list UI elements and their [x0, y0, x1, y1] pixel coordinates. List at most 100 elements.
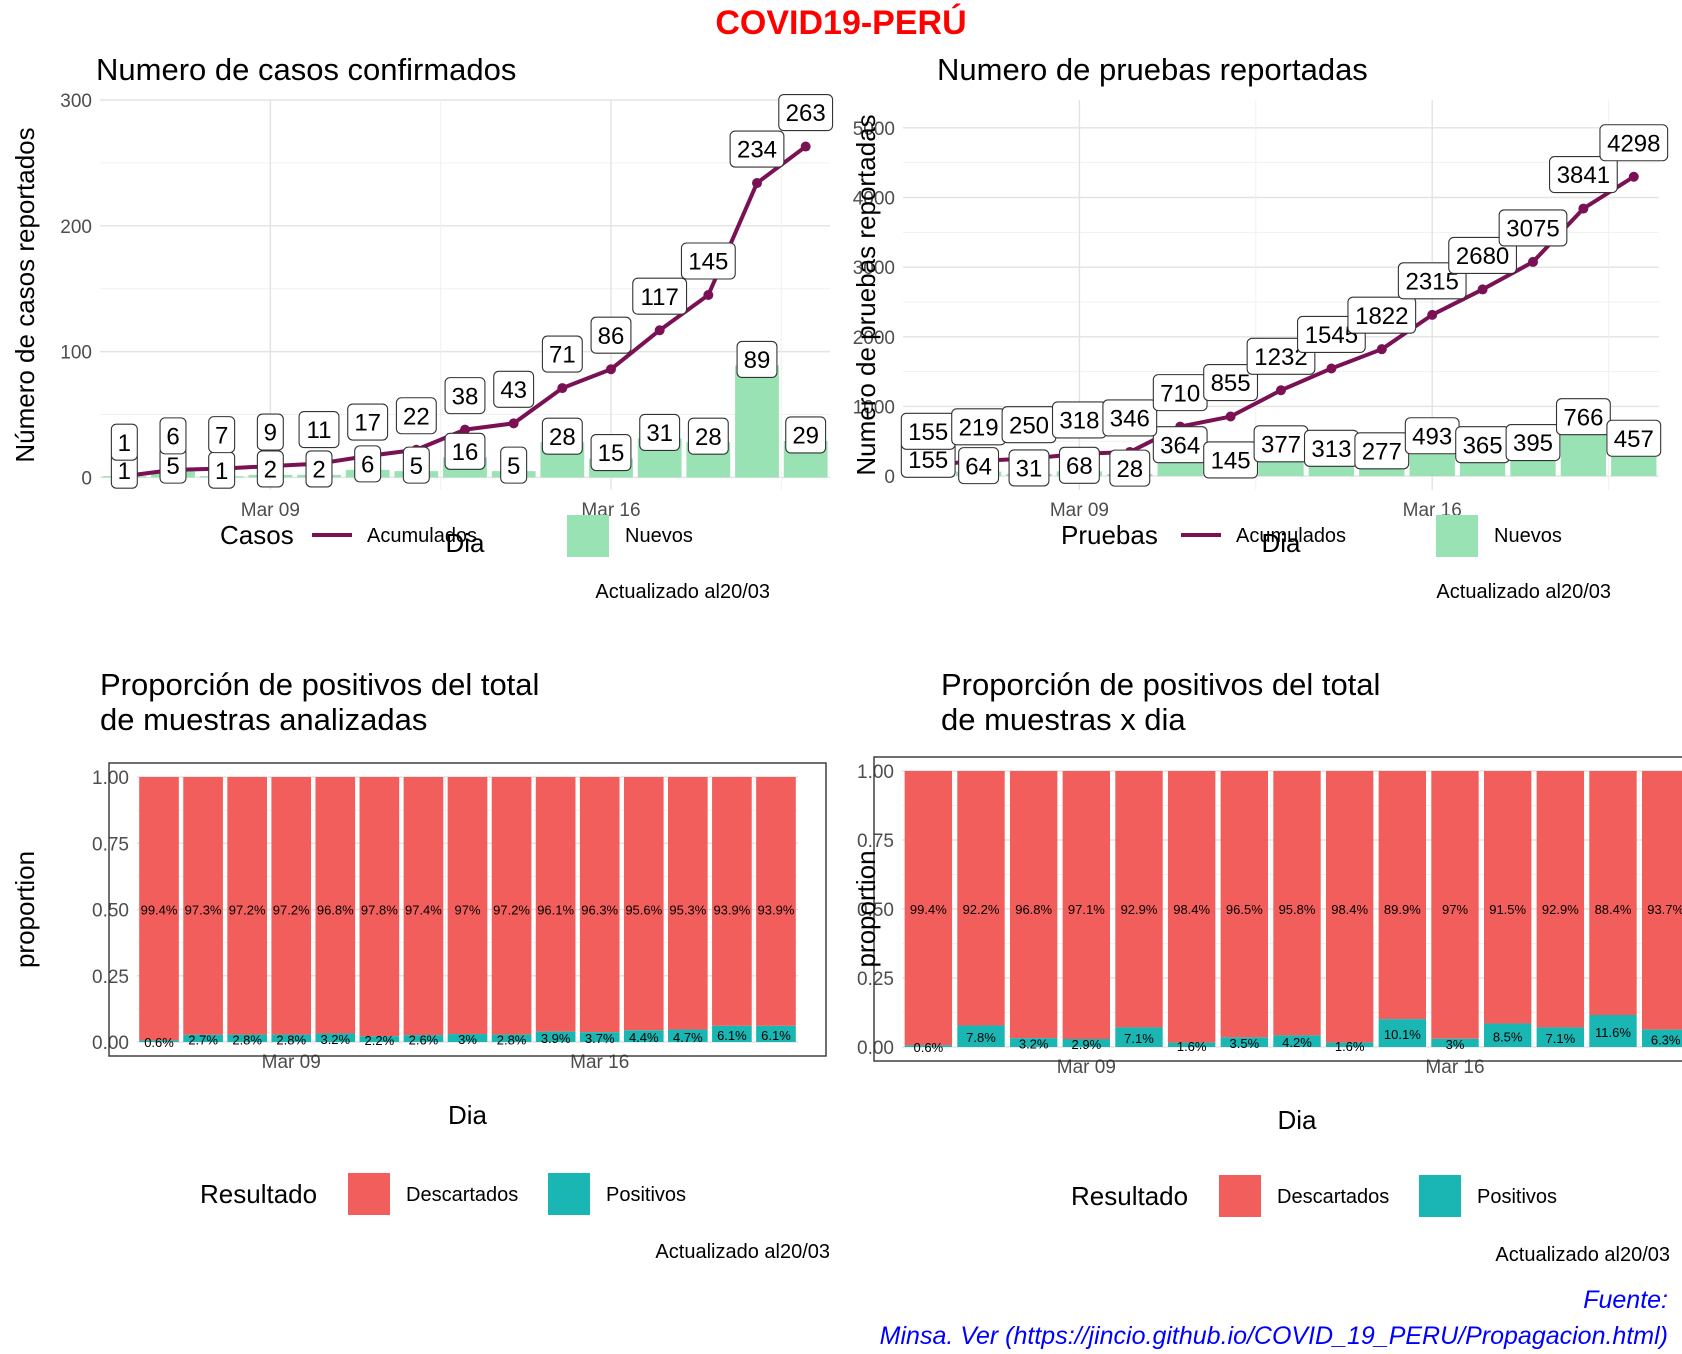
label-descartados: 96.3%	[581, 903, 618, 918]
label-nuevos: 395	[1513, 430, 1553, 457]
label-acumulados-box	[1448, 236, 1517, 274]
point-acumulados	[1326, 363, 1337, 374]
bar-descartados	[668, 777, 708, 1030]
label-acumulados-box	[347, 403, 389, 441]
legend-key-descartados	[1219, 1175, 1261, 1217]
y-tick-label: 0.50	[92, 901, 129, 922]
chart-title: de muestras analizadas	[100, 702, 427, 737]
label-acumulados-box	[1599, 124, 1669, 162]
label-positivos: 3.9%	[541, 1031, 571, 1046]
bar-descartados	[403, 777, 444, 1036]
y-axis-title: Numero de pruebas reportadas	[851, 114, 881, 475]
bar-positivos	[315, 1033, 356, 1042]
bar-positivos	[1325, 1042, 1374, 1047]
legend-title: Casos	[220, 520, 294, 550]
bar-descartados	[904, 771, 953, 1046]
legend-title: Resultado	[200, 1179, 317, 1209]
label-positivos: 3.2%	[320, 1032, 350, 1047]
legend-label-acumulados: Acumulados	[367, 525, 477, 547]
label-positivos: 3.7%	[585, 1031, 615, 1046]
legend: Resultado Descartados Positivos	[1071, 1175, 1557, 1217]
label-nuevos: 766	[1563, 404, 1603, 431]
label-nuevos: 145	[1211, 448, 1251, 475]
label-descartados: 97.1%	[1068, 902, 1105, 917]
bar-positivos	[359, 1036, 400, 1042]
label-nuevos: 5	[410, 453, 423, 480]
bar-positivos	[271, 1034, 312, 1042]
legend-key-nuevos	[1436, 515, 1478, 557]
label-acumulados: 117	[641, 284, 679, 311]
label-acumulados-box	[256, 413, 284, 451]
label-acumulados-box	[1203, 363, 1259, 402]
label-positivos: 10.1%	[1384, 1027, 1421, 1042]
label-nuevos-box	[1058, 446, 1100, 484]
label-acumulados: 4298	[1607, 130, 1660, 157]
bar-descartados	[359, 777, 400, 1037]
bar-descartados	[756, 777, 796, 1026]
label-positivos: 1.6%	[1177, 1039, 1207, 1054]
label-acumulados: 3841	[1557, 162, 1610, 189]
label-acumulados: 38	[452, 383, 479, 410]
legend-key-positivos	[548, 1173, 590, 1215]
bar-descartados	[1431, 771, 1479, 1039]
bar-positivos	[1220, 1037, 1269, 1047]
label-nuevos: 28	[695, 424, 722, 451]
label-descartados: 97%	[1442, 902, 1468, 917]
bar-positivos	[1536, 1027, 1585, 1047]
legend: Pruebas Acumulados Nuevos	[1061, 515, 1562, 557]
label-nuevos: 5	[166, 453, 179, 480]
label-positivos: 4.2%	[1282, 1035, 1312, 1050]
label-nuevos: 365	[1463, 432, 1503, 459]
label-acumulados: 263	[786, 100, 826, 127]
label-positivos: 2.8%	[497, 1032, 527, 1047]
legend-label-acumulados: Acumulados	[1236, 525, 1346, 547]
label-acumulados-box	[1397, 262, 1467, 300]
label-acumulados-box	[778, 93, 834, 132]
label-positivos: 11.6%	[1595, 1025, 1631, 1040]
label-positivos: 3%	[1446, 1037, 1465, 1052]
label-descartados: 99.4%	[141, 903, 178, 918]
label-nuevos: 28	[549, 424, 576, 451]
label-acumulados-box	[298, 411, 340, 449]
y-tick-label: 200	[60, 217, 92, 238]
x-tick-label: Mar 16	[1425, 1057, 1484, 1078]
point-acumulados	[654, 325, 665, 336]
label-positivos: 2.7%	[188, 1032, 218, 1047]
bar-positivos	[668, 1029, 708, 1042]
label-nuevos: 28	[1116, 456, 1143, 483]
point-acumulados	[1528, 256, 1538, 267]
point-acumulados	[1477, 284, 1488, 295]
bar-nuevos	[735, 365, 779, 478]
bar-positivos	[1483, 1023, 1532, 1047]
y-axis-title: Número de casos reportados	[10, 127, 40, 462]
label-nuevos: 15	[598, 440, 625, 467]
label-nuevos-box	[1555, 398, 1611, 436]
y-tick-label: 1.00	[92, 768, 129, 789]
label-acumulados: 250	[1009, 412, 1049, 439]
label-acumulados-box	[493, 370, 535, 408]
chart-casos-confirmados: Numero de casos confirmados 0 100 200 300 Mar…	[10, 52, 834, 603]
bar-positivos	[623, 1030, 664, 1042]
label-acumulados-box	[632, 277, 688, 315]
point-acumulados	[703, 290, 714, 300]
legend-label-positivos: Positivos	[606, 1184, 686, 1206]
bar-positivos	[403, 1035, 444, 1042]
label-descartados: 93.7%	[1647, 902, 1682, 917]
bar-descartados	[1009, 771, 1058, 1039]
label-descartados: 97.2%	[229, 903, 266, 918]
label-acumulados: 9	[264, 420, 277, 447]
x-axis-title: Dia	[1261, 528, 1301, 558]
bar-positivos	[1062, 1038, 1111, 1047]
bar-descartados	[227, 777, 267, 1035]
label-nuevos-box	[590, 433, 632, 472]
bar-descartados	[271, 777, 312, 1035]
x-tick-label: Mar 09	[262, 1052, 321, 1073]
legend-label-descartados: Descartados	[1277, 1186, 1389, 1208]
label-acumulados-box	[208, 416, 236, 454]
x-tick-label: Mar 09	[1050, 500, 1109, 521]
label-acumulados: 3075	[1506, 216, 1559, 243]
label-nuevos-box	[256, 450, 284, 488]
y-tick-label: 2000	[853, 328, 895, 349]
y-axis-title: proportion	[851, 850, 881, 967]
footer-source-link[interactable]: Minsa. Ver (https://jincio.github.io/COV…	[879, 1322, 1668, 1350]
